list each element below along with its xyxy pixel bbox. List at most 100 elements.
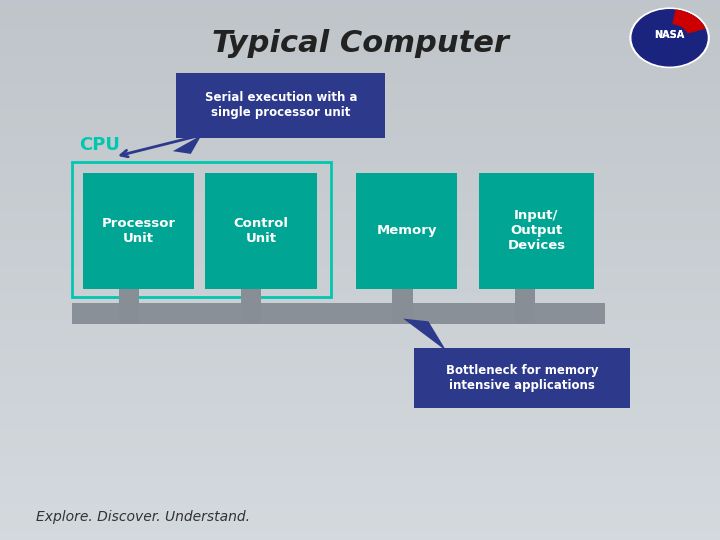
Bar	[0, 265, 720, 270]
Bar	[0, 22, 720, 27]
Bar	[0, 508, 720, 513]
Bar	[0, 232, 720, 238]
Bar	[0, 362, 720, 367]
Bar	[0, 356, 720, 362]
Bar	[0, 27, 720, 32]
FancyBboxPatch shape	[83, 173, 194, 289]
Bar	[0, 400, 720, 405]
Bar	[0, 421, 720, 427]
Circle shape	[630, 8, 709, 68]
Bar	[0, 97, 720, 103]
Text: Explore. Discover. Understand.: Explore. Discover. Understand.	[36, 510, 250, 524]
Bar	[0, 319, 720, 324]
Bar	[0, 529, 720, 535]
Bar	[0, 103, 720, 108]
Bar	[0, 173, 720, 178]
Bar	[0, 394, 720, 400]
Bar	[0, 92, 720, 97]
Circle shape	[632, 10, 707, 66]
Bar	[0, 443, 720, 448]
Bar	[0, 0, 720, 5]
Bar	[0, 157, 720, 162]
Bar	[0, 329, 720, 335]
FancyBboxPatch shape	[356, 173, 457, 289]
Bar	[0, 216, 720, 221]
FancyArrowPatch shape	[121, 136, 199, 157]
Bar	[0, 43, 720, 49]
Bar	[0, 151, 720, 157]
Bar	[0, 81, 720, 86]
Bar	[0, 383, 720, 389]
Text: Serial execution with a
single processor unit: Serial execution with a single processor…	[204, 91, 357, 119]
Bar	[0, 513, 720, 518]
Bar	[0, 11, 720, 16]
FancyBboxPatch shape	[72, 303, 605, 324]
Bar	[0, 324, 720, 329]
Bar	[0, 486, 720, 491]
Bar	[0, 200, 720, 205]
Bar	[0, 54, 720, 59]
Bar	[0, 464, 720, 470]
Text: Control
Unit: Control Unit	[233, 217, 289, 245]
Bar	[0, 340, 720, 346]
Bar	[0, 59, 720, 65]
FancyBboxPatch shape	[392, 289, 413, 324]
Bar	[0, 184, 720, 189]
Bar	[0, 108, 720, 113]
Bar	[0, 351, 720, 356]
FancyBboxPatch shape	[414, 348, 630, 408]
Bar	[0, 346, 720, 351]
Text: NASA: NASA	[654, 30, 685, 40]
Bar	[0, 481, 720, 486]
Bar	[0, 416, 720, 421]
Bar	[0, 38, 720, 43]
Bar	[0, 65, 720, 70]
Bar	[0, 254, 720, 259]
Bar	[0, 162, 720, 167]
Bar	[0, 32, 720, 38]
Wedge shape	[673, 10, 705, 33]
Bar	[0, 502, 720, 508]
Bar	[0, 389, 720, 394]
FancyBboxPatch shape	[241, 289, 261, 324]
Bar	[0, 297, 720, 302]
Text: Bottleneck for memory
intensive applications: Bottleneck for memory intensive applicat…	[446, 364, 598, 392]
Bar	[0, 243, 720, 248]
Bar	[0, 405, 720, 410]
Text: Input/
Output
Devices: Input/ Output Devices	[508, 210, 565, 252]
Bar	[0, 302, 720, 308]
Bar	[0, 167, 720, 173]
Bar	[0, 292, 720, 297]
Bar	[0, 448, 720, 454]
Bar	[0, 535, 720, 540]
Bar	[0, 146, 720, 151]
Bar	[0, 437, 720, 443]
FancyBboxPatch shape	[176, 73, 385, 138]
Bar	[0, 275, 720, 281]
Text: Typical Computer: Typical Computer	[212, 29, 508, 58]
Bar	[0, 211, 720, 216]
Polygon shape	[173, 135, 202, 154]
Bar	[0, 238, 720, 243]
Bar	[0, 367, 720, 373]
Bar	[0, 16, 720, 22]
Bar	[0, 524, 720, 529]
FancyBboxPatch shape	[119, 289, 139, 324]
Bar	[0, 454, 720, 459]
Bar	[0, 270, 720, 275]
FancyBboxPatch shape	[515, 289, 535, 324]
Bar	[0, 130, 720, 135]
Bar	[0, 70, 720, 76]
Bar	[0, 281, 720, 286]
Bar	[0, 373, 720, 378]
Bar	[0, 497, 720, 502]
Bar	[0, 221, 720, 227]
Bar	[0, 475, 720, 481]
Text: CPU: CPU	[79, 136, 120, 154]
Text: NASA: NASA	[654, 30, 685, 40]
Bar	[0, 518, 720, 524]
Text: Processor
Unit: Processor Unit	[102, 217, 176, 245]
Bar	[0, 124, 720, 130]
Bar	[0, 49, 720, 54]
FancyBboxPatch shape	[205, 173, 317, 289]
